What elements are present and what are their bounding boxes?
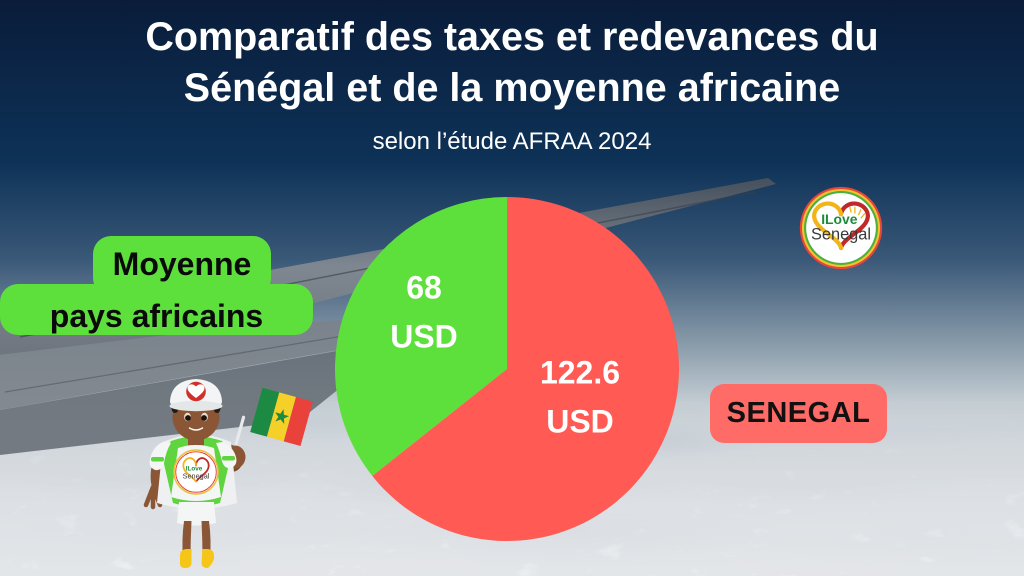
svg-text:ILove: ILove	[821, 211, 857, 227]
svg-text:Senegal: Senegal	[183, 472, 210, 481]
svg-text:Senegal: Senegal	[811, 225, 871, 243]
